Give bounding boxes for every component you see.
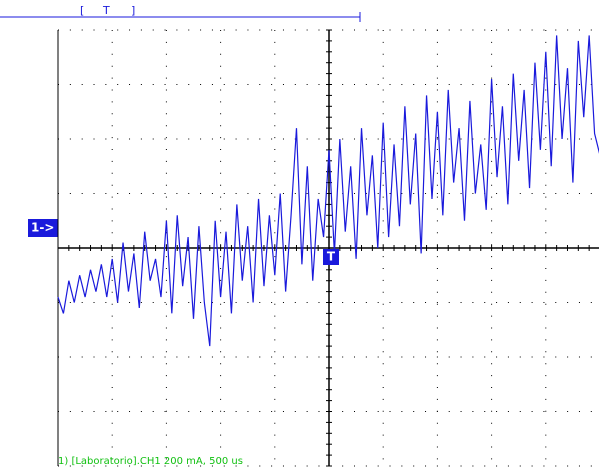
trigger-marker-box: [323, 249, 339, 265]
channel-marker: 1->: [31, 221, 54, 235]
trigger-bracket: ]: [131, 4, 135, 17]
trigger-marker: T: [327, 250, 336, 264]
waveform: [57, 35, 599, 347]
caption: 1) [Laboratorio].CH1 200 mA, 500 us: [58, 456, 243, 467]
trigger-label: T: [102, 4, 110, 17]
plot: [57, 29, 599, 467]
channel-marker-box: [28, 219, 58, 237]
trigger-bracket: [: [80, 4, 84, 17]
